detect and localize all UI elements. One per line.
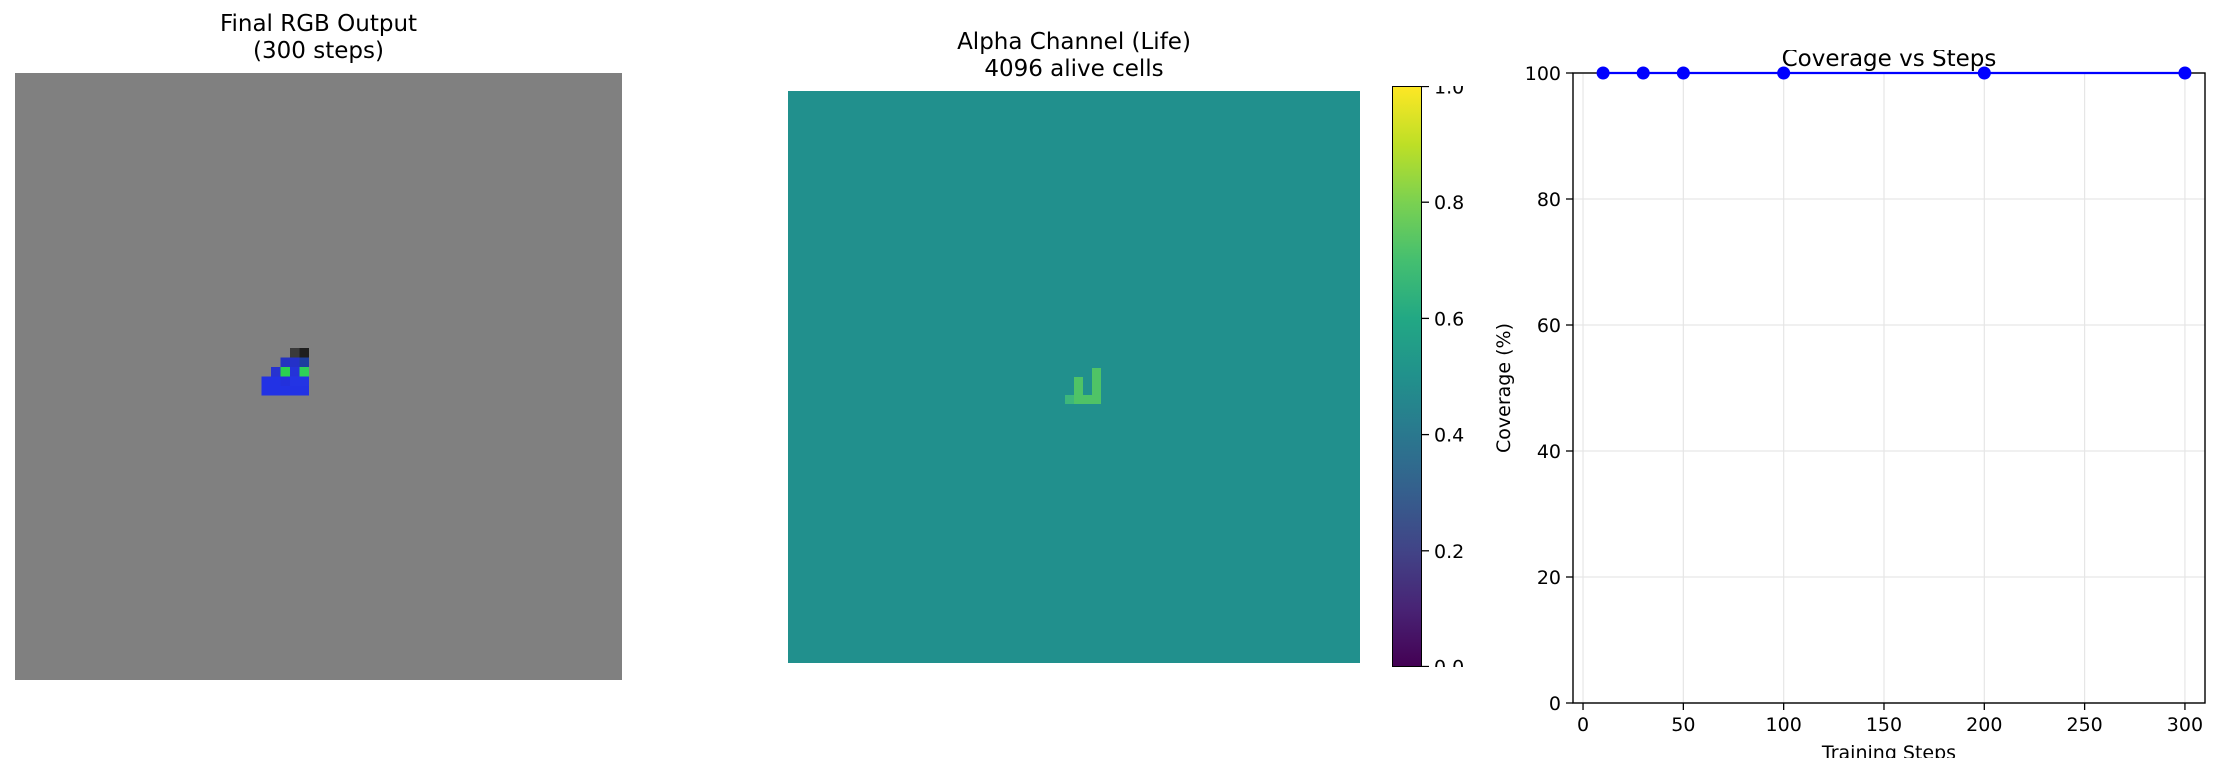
rgb-pattern-cell <box>290 357 300 368</box>
y-axis-label: Coverage (%) <box>1493 323 1515 453</box>
rgb-title-line1: Final RGB Output <box>219 11 418 37</box>
x-tick-label: 100 <box>1766 714 1802 736</box>
alpha-channel-image <box>788 91 1360 663</box>
rgb-pattern-cell <box>290 385 300 396</box>
rgb-pattern-cell <box>271 367 281 377</box>
alpha-pattern-cell <box>1065 394 1074 404</box>
y-tick-label: 0 <box>1549 693 1561 715</box>
rgb-pattern-cell <box>280 367 291 377</box>
x-tick-label: 50 <box>1671 714 1695 736</box>
data-point <box>1977 66 1991 80</box>
rgb-output-image <box>15 73 622 680</box>
colorbar-tick-label: 0.0 <box>1434 657 1464 668</box>
alpha-pattern-cell <box>1091 394 1101 404</box>
y-tick-label: 100 <box>1525 63 1561 85</box>
data-point <box>1596 66 1610 80</box>
coverage-chart: 0 50 100 150 200 250 300 0 20 40 60 80 100 Coverage v… <box>1493 50 2206 758</box>
y-tick-label: 20 <box>1537 567 1561 589</box>
rgb-pattern-cell <box>261 376 272 386</box>
colorbar-tick-label: 0.6 <box>1434 308 1464 330</box>
data-point <box>2178 66 2192 80</box>
rgb-pattern-cell <box>299 357 310 368</box>
alpha-title-line1: Alpha Channel (Life) <box>957 29 1191 55</box>
rgb-pattern-cell <box>299 385 310 396</box>
x-tick-label: 300 <box>2167 714 2203 736</box>
alpha-pattern-cell <box>1091 368 1101 377</box>
colorbar-axis: 0.0 0.2 0.4 0.6 0.8 1.0 <box>1422 86 1464 668</box>
colorbar-tick-label: 1.0 <box>1434 86 1464 99</box>
alpha-pattern-cell <box>1074 385 1083 395</box>
rgb-panel-title: Final RGB Output (300 steps) <box>15 11 622 65</box>
rgb-pattern-cell <box>290 376 300 386</box>
y-tick-label: 60 <box>1537 315 1561 337</box>
rgb-pattern-cell <box>280 385 291 396</box>
x-axis-label: Training Steps <box>1821 742 1956 758</box>
alpha-pattern-cell <box>1082 394 1092 404</box>
x-tick-label: 0 <box>1577 714 1589 736</box>
alpha-title-line2: 4096 alive cells <box>984 56 1164 82</box>
colorbar-tick-label: 0.4 <box>1434 425 1464 447</box>
rgb-pattern-cell <box>280 376 291 386</box>
colorbar-tick-label: 0.2 <box>1434 541 1464 563</box>
x-tick-label: 200 <box>1966 714 2002 736</box>
rgb-pattern-cell <box>290 367 300 377</box>
data-point <box>1636 66 1650 80</box>
data-point <box>1676 66 1690 80</box>
rgb-pattern-cell <box>271 385 281 396</box>
rgb-pattern-cell <box>290 348 300 358</box>
alpha-pattern-cell <box>1074 377 1083 386</box>
rgb-pattern-cell <box>261 385 272 396</box>
rgb-background <box>15 73 622 680</box>
alpha-pattern-cell <box>1091 377 1101 386</box>
alpha-pattern-cell <box>1091 385 1101 395</box>
y-tick-label: 40 <box>1537 441 1561 463</box>
plot-frame <box>1572 72 2206 704</box>
x-tick-label: 250 <box>2066 714 2102 736</box>
y-tick-label: 80 <box>1537 189 1561 211</box>
rgb-pattern-cell <box>299 367 310 377</box>
rgb-pattern-cell <box>299 376 310 386</box>
data-point <box>1777 66 1791 80</box>
rgb-pattern-cell <box>299 348 310 358</box>
colorbar-tick-label: 0.8 <box>1434 192 1464 214</box>
x-tick-label: 150 <box>1866 714 1902 736</box>
alpha-pattern-cell <box>1074 394 1083 404</box>
rgb-pattern-cell <box>280 357 291 368</box>
rgb-title-line2: (300 steps) <box>253 38 384 64</box>
chart-title: Coverage vs Steps <box>1782 50 1997 72</box>
alpha-panel-title: Alpha Channel (Life) 4096 alive cells <box>788 29 1360 83</box>
alpha-colorbar <box>1392 86 1422 667</box>
rgb-pattern-cell <box>271 376 281 386</box>
